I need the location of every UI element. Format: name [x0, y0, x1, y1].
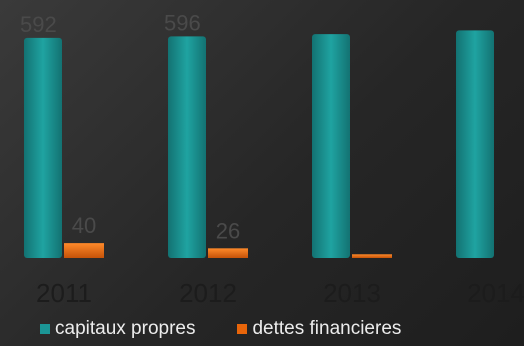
- legend-swatch-teal: [40, 324, 50, 334]
- legend-item-capitaux: capitaux propres: [40, 318, 195, 340]
- bar-chart: 592 40 2011 596 26 2012 2013 2014: [20, 10, 524, 308]
- tick-label-2014: 2014: [467, 278, 524, 308]
- bar-dettes-2011: [64, 243, 104, 258]
- legend-label-capitaux: capitaux propres: [55, 318, 196, 339]
- bar-capitaux-2013: [312, 34, 350, 258]
- value-label-dettes-2012: 26: [216, 218, 240, 243]
- bar-capitaux-2012: [168, 36, 206, 258]
- bar-dettes-2013: [352, 254, 392, 258]
- legend-swatch-orange: [237, 324, 248, 334]
- tick-label-2012: 2012: [179, 278, 237, 308]
- value-label-capitaux-2012: 596: [164, 10, 201, 35]
- legend-label-dettes: dettes financieres: [252, 318, 402, 339]
- legend: capitaux propres dettes financieres: [40, 316, 401, 342]
- legend-item-dettes: dettes financieres: [237, 318, 401, 340]
- value-label-capitaux-2011: 592: [20, 12, 57, 37]
- tick-label-2011: 2011: [36, 278, 92, 308]
- bar-capitaux-2011: [24, 37, 62, 258]
- bar-dettes-2012: [208, 248, 248, 258]
- tick-label-2013: 2013: [323, 278, 381, 308]
- bar-capitaux-2014: [456, 30, 494, 258]
- value-label-dettes-2011: 40: [72, 213, 96, 238]
